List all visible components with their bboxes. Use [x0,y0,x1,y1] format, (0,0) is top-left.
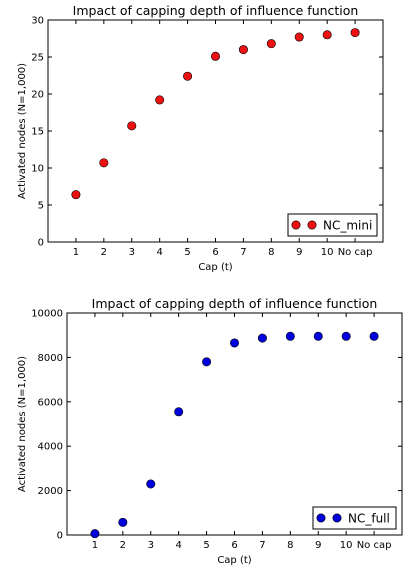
x-tick-label: 7 [259,540,265,551]
data-point [91,529,99,537]
y-axis-label: Activated nodes (N=1,000) [17,356,28,492]
data-point [258,334,266,342]
legend-marker [333,514,341,522]
y-tick-label: 6000 [38,397,63,408]
data-point [174,408,182,416]
legend: NC_full [313,507,396,529]
data-point [155,96,163,104]
x-tick-label: No cap [357,540,392,551]
x-tick-label: 6 [231,540,237,551]
data-point [239,45,247,53]
x-tick-label: 6 [212,247,218,258]
data-point [119,518,127,526]
data-point [323,31,331,39]
data-point [351,28,359,36]
legend-marker [292,221,300,229]
data-point [267,39,275,47]
x-tick-label: 5 [184,247,190,258]
legend-label: NC_mini [323,219,372,233]
data-point [370,332,378,340]
y-axis-label: Activated nodes (N=1,000) [17,63,28,199]
data-point [183,72,191,80]
y-tick-label: 30 [31,16,44,27]
data-point [342,332,350,340]
legend-marker [317,514,325,522]
x-tick-label: 2 [101,247,107,258]
x-tick-label: 1 [92,540,98,551]
x-tick-label: 7 [240,247,246,258]
chart-1: Impact of capping depth of influence fun… [17,3,383,273]
chart-title: Impact of capping depth of influence fun… [92,296,378,311]
y-tick-label: 25 [31,53,44,64]
data-point [202,358,210,366]
y-tick-label: 20 [31,90,44,101]
x-tick-label: 9 [296,247,302,258]
x-tick-label: 4 [175,540,181,551]
x-tick-label: 2 [120,540,126,551]
y-tick-label: 8000 [38,353,63,364]
y-tick-label: 0 [57,531,63,542]
x-axis-label: Cap (t) [217,555,251,566]
y-tick-label: 2000 [38,486,63,497]
data-point [286,332,294,340]
y-tick-label: 5 [38,201,44,212]
x-tick-label: 4 [156,247,162,258]
y-tick-label: 15 [31,127,44,138]
x-tick-label: 3 [129,247,135,258]
data-point [230,339,238,347]
data-point [314,332,322,340]
y-tick-label: 0 [38,238,44,249]
y-tick-label: 10 [31,164,44,175]
chart-2: Impact of capping depth of influence fun… [17,296,402,566]
legend-label: NC_full [348,512,390,526]
x-tick-label: 10 [321,247,334,258]
x-tick-label: 8 [287,540,293,551]
x-tick-label: 10 [340,540,353,551]
x-tick-label: No cap [338,247,373,258]
x-tick-label: 1 [73,247,79,258]
data-point [100,159,108,167]
x-axis-label: Cap (t) [198,262,232,273]
data-point [147,480,155,488]
y-tick-label: 4000 [38,442,63,453]
data-point [295,33,303,41]
data-point [72,190,80,198]
x-tick-label: 5 [203,540,209,551]
data-point [211,52,219,60]
y-tick-label: 10000 [31,309,63,320]
data-point [128,122,136,130]
legend: NC_mini [288,214,377,236]
chart-title: Impact of capping depth of influence fun… [73,3,359,18]
x-tick-label: 9 [315,540,321,551]
legend-marker [308,221,316,229]
x-tick-label: 8 [268,247,274,258]
x-tick-label: 3 [148,540,154,551]
